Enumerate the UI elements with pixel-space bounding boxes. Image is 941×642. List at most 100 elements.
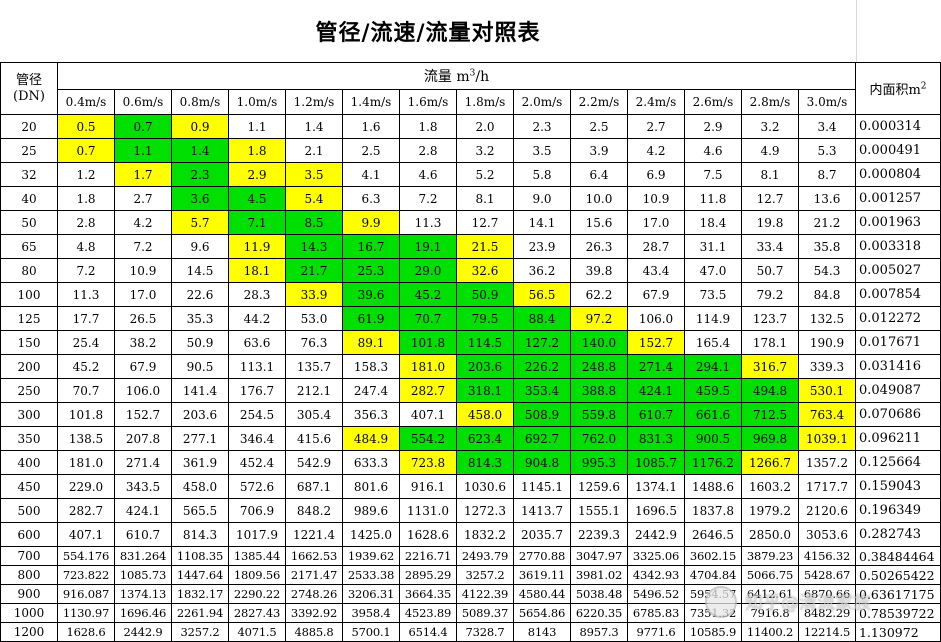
flow-cell: 31.1 [684, 234, 742, 259]
flow-cell: 4122.39 [456, 584, 514, 604]
flow-cell: 4156.32 [798, 546, 856, 566]
flow-cell: 2035.7 [513, 522, 571, 547]
flow-cell: 1696.46 [114, 603, 172, 623]
flow-cell: 542.9 [285, 450, 343, 475]
flow-cell: 47.0 [684, 258, 742, 283]
flow-cell: 610.7 [627, 402, 685, 427]
flow-cell: 1717.7 [798, 474, 856, 499]
flow-cell: 5.8 [513, 162, 571, 187]
flow-cell: 661.6 [684, 402, 742, 427]
table-row: 50 2.8 4.2 5.7 7.1 8.5 9.9 11.3 12.7 14.1 15.6 17.0… [0, 210, 941, 235]
flow-cell: 3879.23 [741, 546, 799, 566]
flow-cell: 415.6 [285, 426, 343, 451]
speed-header-cell: 1.2m/s [285, 89, 343, 115]
flow-cell: 1425.0 [342, 522, 400, 547]
flow-cell: 763.4 [798, 402, 856, 427]
flow-cell: 79.2 [741, 282, 799, 307]
flow-cell: 1628.6 [399, 522, 457, 547]
flow-cell: 2.9 [684, 114, 742, 139]
flow-cell: 831.3 [627, 426, 685, 451]
flow-cell: 3325.06 [627, 546, 685, 566]
speed-header-cell: 3.0m/s [798, 89, 856, 115]
flow-cell: 23.9 [513, 234, 571, 259]
flow-cell: 4.1 [342, 162, 400, 187]
flow-header-label: 流量 m [423, 69, 470, 85]
flow-cell: 687.1 [285, 474, 343, 499]
dn-cell: 350 [0, 426, 58, 451]
flow-cell: 7351.32 [684, 603, 742, 623]
flow-cell: 138.5 [57, 426, 115, 451]
dn-header-unit: (DN) [13, 88, 45, 104]
flow-cell: 4.9 [741, 138, 799, 163]
flow-cell: 623.4 [456, 426, 514, 451]
table-row: 1200 1628.6 2442.9 3257.2 4071.5 4885.8 5700.1… [0, 622, 941, 642]
flow-cell: 1939.62 [342, 546, 400, 566]
flow-cell: 4342.93 [627, 565, 685, 585]
flow-cell: 271.4 [627, 354, 685, 379]
flow-cell: 1145.1 [513, 474, 571, 499]
flow-header-exp: 3 [469, 68, 476, 79]
speed-header-row: 0.4m/s 0.6m/s 0.8m/s 1.0m/s 1.2m/s 1.4m/s 1.6m… [1, 89, 941, 115]
flow-cell: 8.1 [741, 162, 799, 187]
flow-cell: 190.9 [798, 330, 856, 355]
flow-cell: 1488.6 [684, 474, 742, 499]
dn-cell: 250 [0, 378, 58, 403]
area-cell: 0.125664 [855, 450, 941, 475]
flow-cell: 44.2 [228, 306, 286, 331]
flow-cell: 559.8 [570, 402, 628, 427]
flow-cell: 62.2 [570, 282, 628, 307]
flow-cell: 4.6 [399, 162, 457, 187]
area-cell: 0.63617175 [855, 584, 941, 604]
flow-cell: 762.0 [570, 426, 628, 451]
flow-cell: 11.3 [399, 210, 457, 235]
flow-cell: 5066.75 [741, 565, 799, 585]
flow-cell: 407.1 [57, 522, 115, 547]
flow-cell: 0.5 [57, 114, 115, 139]
flow-cell: 1837.8 [684, 498, 742, 523]
flow-cell: 814.3 [171, 522, 229, 547]
area-cell: 0.000491 [855, 138, 941, 163]
dn-cell: 50 [0, 210, 58, 235]
flow-cell: 1662.53 [285, 546, 343, 566]
dn-cell: 200 [0, 354, 58, 379]
flow-cell: 5954.57 [684, 584, 742, 604]
flow-cell: 1979.2 [741, 498, 799, 523]
empty-cell [856, 0, 941, 62]
flow-cell: 2.5 [570, 114, 628, 139]
flow-cell: 0.7 [114, 114, 172, 139]
flow-cell: 1085.7 [627, 450, 685, 475]
flow-cell: 3257.2 [456, 565, 514, 585]
flow-cell: 90.5 [171, 354, 229, 379]
flow-cell: 424.1 [114, 498, 172, 523]
flow-cell: 63.6 [228, 330, 286, 355]
flow-cell: 1.1 [114, 138, 172, 163]
flow-cell: 814.3 [456, 450, 514, 475]
flow-cell: 1628.6 [57, 622, 115, 642]
flow-cell: 36.2 [513, 258, 571, 283]
flow-cell: 26.5 [114, 306, 172, 331]
flow-cell: 35.8 [798, 234, 856, 259]
dn-cell: 32 [0, 162, 58, 187]
flow-cell: 12.7 [741, 186, 799, 211]
flow-cell: 3392.92 [285, 603, 343, 623]
flow-cell: 4.8 [57, 234, 115, 259]
flow-cell: 152.7 [114, 402, 172, 427]
flow-cell: 3619.11 [513, 565, 571, 585]
flow-cell: 8.1 [456, 186, 514, 211]
flow-cell: 132.5 [798, 306, 856, 331]
flow-cell: 79.5 [456, 306, 514, 331]
flow-cell: 247.4 [342, 378, 400, 403]
flow-cell: 6220.35 [570, 603, 628, 623]
flow-cell: 33.4 [741, 234, 799, 259]
flow-cell: 101.8 [399, 330, 457, 355]
flow-cell: 3047.97 [570, 546, 628, 566]
flow-cell: 3.4 [798, 114, 856, 139]
dn-cell: 20 [0, 114, 58, 139]
flow-cell: 452.4 [228, 450, 286, 475]
flow-cell: 3.5 [285, 162, 343, 187]
area-header-exp: 2 [920, 81, 927, 92]
area-cell: 1.130972 [855, 622, 941, 642]
flow-cell: 6785.83 [627, 603, 685, 623]
table-row: 40 1.8 2.7 3.6 4.5 5.4 6.3 7.2 8.1 9.0 10.0 10.9 11.… [0, 186, 941, 211]
area-cell: 0.78539722 [855, 603, 941, 623]
